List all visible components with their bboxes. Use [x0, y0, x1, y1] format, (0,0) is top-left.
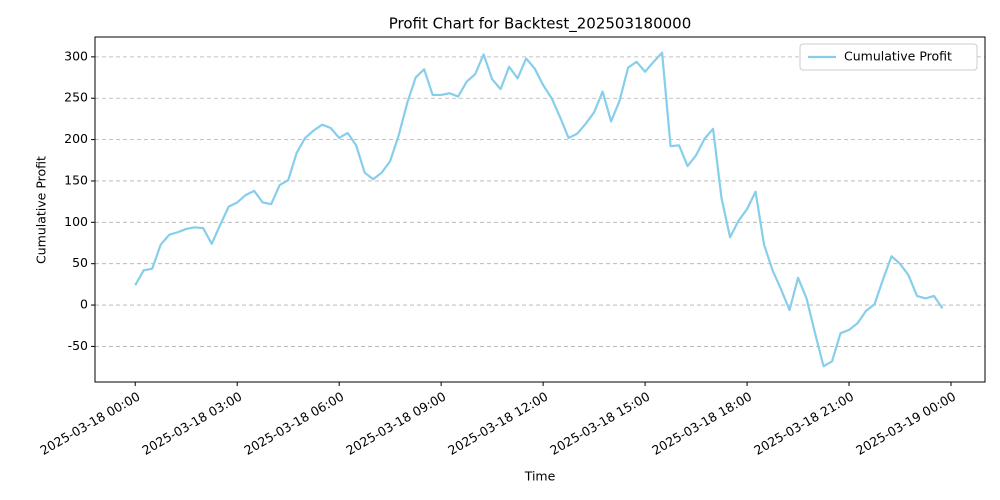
legend-box — [799, 43, 978, 71]
chart-title: Profit Chart for Backtest_202503180000 — [389, 15, 692, 34]
x-tick-label: 2025-03-18 00:00 — [37, 389, 142, 458]
x-tick-label: 2025-03-19 00:00 — [853, 389, 958, 458]
x-tick-label: 2025-03-18 12:00 — [445, 389, 550, 458]
x-tick-label: 2025-03-18 03:00 — [139, 389, 244, 458]
y-axis-title: Cumulative Profit — [34, 156, 49, 264]
y-tick-label: 250 — [64, 90, 88, 105]
y-tick-label: 300 — [64, 48, 88, 63]
y-tick-label: 100 — [64, 214, 88, 229]
y-tick-label: -50 — [68, 338, 88, 353]
y-tick-label: 0 — [80, 297, 88, 312]
y-tick-label: 200 — [64, 131, 88, 146]
y-tick-label: 150 — [64, 172, 88, 187]
x-tick-label: 2025-03-18 18:00 — [649, 389, 754, 458]
x-tick-label: 2025-03-18 21:00 — [751, 389, 856, 458]
legend-label: Cumulative Profit — [844, 49, 952, 64]
y-tick-label: 50 — [72, 255, 88, 270]
x-axis-title: Time — [524, 469, 556, 484]
series-line — [134, 51, 944, 368]
x-tick-label: 2025-03-18 09:00 — [343, 389, 448, 458]
plot-frame — [94, 36, 986, 383]
x-tick-label: 2025-03-18 15:00 — [547, 389, 652, 458]
legend: Cumulative Profit — [799, 43, 978, 71]
x-tick-label: 2025-03-18 06:00 — [241, 389, 346, 458]
